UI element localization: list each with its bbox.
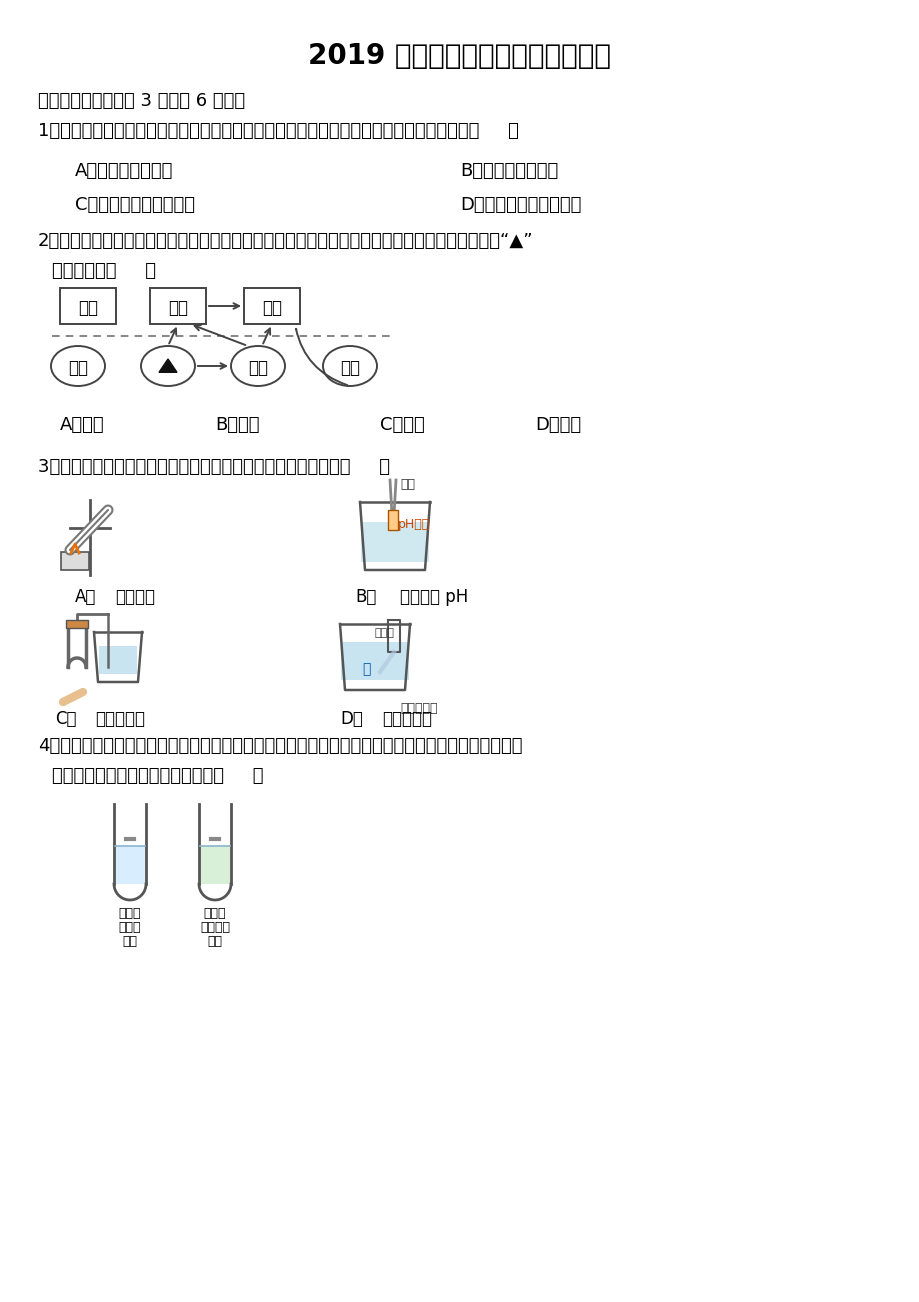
Text: D．质子: D．质子: [535, 417, 581, 434]
Text: 2．思维导图有助于建构知识，如图是小金建立的有关物质宏观组成和微观构成的思维导图，其中“▲”: 2．思维导图有助于建构知识，如图是小金建立的有关物质宏观组成和微观构成的思维导图…: [38, 232, 533, 250]
FancyArrowPatch shape: [296, 329, 347, 385]
Text: 加热液体: 加热液体: [115, 589, 154, 605]
Text: 氯化锥: 氯化锥: [119, 921, 142, 934]
Text: 稀释浓硫酸: 稀释浓硫酸: [400, 702, 437, 715]
FancyBboxPatch shape: [341, 642, 409, 680]
Text: 一、选择题（每小题 3 分，共 6 小题）: 一、选择题（每小题 3 分，共 6 小题）: [38, 92, 244, 109]
Text: 稀释浓硫酸: 稀释浓硫酸: [381, 710, 432, 728]
Text: 离子: 离子: [340, 359, 359, 378]
Text: 镊子: 镊子: [400, 478, 414, 491]
FancyBboxPatch shape: [199, 846, 230, 884]
FancyBboxPatch shape: [244, 288, 300, 324]
Text: B．: B．: [355, 589, 376, 605]
Text: 分子: 分子: [248, 359, 267, 378]
FancyBboxPatch shape: [61, 552, 89, 570]
Text: 物质: 物质: [262, 299, 282, 316]
Text: 4．小丽为确认所回收易拉罐的主要成分是铝还是铁，剪取金属片打磨后，设计了如图所示的两种不同: 4．小丽为确认所回收易拉罐的主要成分是铝还是铁，剪取金属片打磨后，设计了如图所示…: [38, 737, 522, 755]
FancyBboxPatch shape: [360, 522, 428, 562]
FancyBboxPatch shape: [60, 288, 116, 324]
Text: pH试纸: pH试纸: [398, 518, 430, 531]
Text: 溶液: 溶液: [208, 935, 222, 948]
Text: 元素: 元素: [168, 299, 187, 316]
Text: B．扔进其他垃圾桶: B．扔进其他垃圾桶: [460, 161, 558, 180]
Text: 浓硫酸: 浓硫酸: [374, 628, 393, 638]
Text: 1．生活垃圾通常可分为可回收物、有害垃圾、其他垃圾三类。处置矿泉水瓶的正确方法是（     ）: 1．生活垃圾通常可分为可回收物、有害垃圾、其他垃圾三类。处置矿泉水瓶的正确方法是…: [38, 122, 518, 141]
Ellipse shape: [51, 346, 105, 385]
Ellipse shape: [141, 346, 195, 385]
Text: 氯化亚鐵: 氯化亚鐵: [199, 921, 230, 934]
Text: 应填入的是（     ）: 应填入的是（ ）: [52, 262, 156, 280]
Text: A．: A．: [75, 589, 96, 605]
Text: D．: D．: [340, 710, 362, 728]
Ellipse shape: [231, 346, 285, 385]
Text: 3．规范的操作是实验成功的基本保证，下列实验操作规范的是（     ）: 3．规范的操作是实验成功的基本保证，下列实验操作规范的是（ ）: [38, 458, 390, 477]
Text: C．电子: C．电子: [380, 417, 425, 434]
Text: 测试溶液 pH: 测试溶液 pH: [400, 589, 468, 605]
Text: A．原子: A．原子: [60, 417, 105, 434]
Text: 气密性检查: 气密性检查: [95, 710, 145, 728]
FancyBboxPatch shape: [115, 846, 145, 884]
FancyBboxPatch shape: [66, 620, 88, 628]
Text: D．看到垃圾桶就扔进去: D．看到垃圾桶就扔进去: [460, 197, 581, 214]
Text: 金属片: 金属片: [203, 907, 226, 921]
FancyBboxPatch shape: [99, 646, 137, 674]
Text: 宏观: 宏观: [78, 299, 98, 316]
Text: C．扔进可回收物垃圾桶: C．扔进可回收物垃圾桶: [75, 197, 195, 214]
Text: C．: C．: [55, 710, 76, 728]
FancyBboxPatch shape: [388, 510, 398, 530]
Text: 溶液: 溶液: [122, 935, 137, 948]
Polygon shape: [159, 359, 176, 372]
Text: 方法进行检验，这样设计的依据是（     ）: 方法进行检验，这样设计的依据是（ ）: [52, 767, 263, 785]
Text: 金属片: 金属片: [119, 907, 142, 921]
Text: 微观: 微观: [68, 359, 88, 378]
Text: 水: 水: [361, 661, 370, 676]
Text: B．中子: B．中子: [215, 417, 259, 434]
Ellipse shape: [323, 346, 377, 385]
Text: A．扔进有害垃圾桶: A．扔进有害垃圾桶: [75, 161, 173, 180]
FancyBboxPatch shape: [150, 288, 206, 324]
Text: 2019 年浙江省金华市中考化学试卷: 2019 年浙江省金华市中考化学试卷: [308, 42, 611, 70]
